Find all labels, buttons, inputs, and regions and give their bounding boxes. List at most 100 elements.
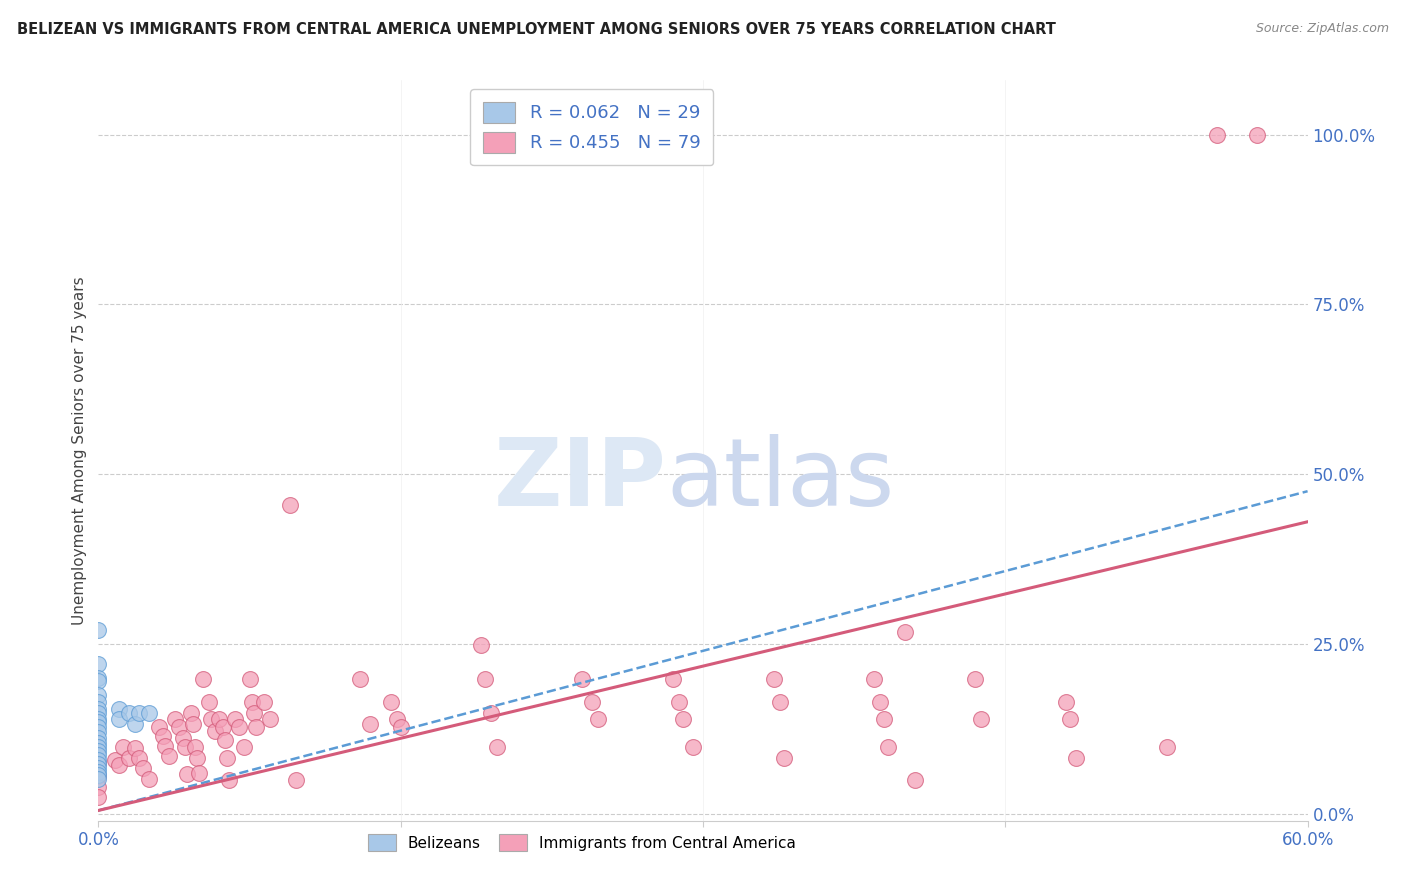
Point [768, 695, 790, 709]
Point [198, 695, 221, 709]
Point [893, 624, 915, 639]
Point [148, 720, 170, 734]
Point [87, 756, 110, 771]
Text: ZIP: ZIP [494, 434, 666, 526]
Point [214, 733, 236, 747]
Point [1246, 128, 1268, 142]
Point [470, 639, 492, 653]
Point [278, 498, 301, 512]
Point [87, 768, 110, 782]
Point [153, 739, 176, 753]
Legend: Belizeans, Immigrants from Central America: Belizeans, Immigrants from Central Ameri… [363, 828, 801, 857]
Point [869, 695, 891, 709]
Y-axis label: Unemployment Among Seniors over 75 years: Unemployment Among Seniors over 75 years [72, 277, 87, 624]
Point [1156, 740, 1178, 755]
Point [284, 772, 307, 787]
Point [87, 770, 110, 784]
Point [87, 674, 110, 689]
Point [1064, 751, 1087, 765]
Point [200, 712, 222, 726]
Point [186, 751, 208, 765]
Point [87, 772, 110, 786]
Point [128, 751, 150, 765]
Point [138, 772, 160, 786]
Point [87, 744, 110, 758]
Point [1206, 128, 1229, 142]
Point [132, 761, 155, 775]
Point [87, 764, 110, 779]
Point [218, 772, 240, 787]
Point [380, 695, 402, 709]
Point [87, 671, 110, 685]
Point [873, 712, 896, 726]
Point [152, 729, 174, 743]
Point [863, 673, 886, 687]
Point [224, 712, 246, 726]
Point [486, 740, 509, 755]
Point [970, 712, 993, 726]
Point [118, 706, 141, 721]
Point [87, 748, 110, 763]
Text: atlas: atlas [666, 434, 896, 526]
Point [157, 749, 180, 764]
Text: BELIZEAN VS IMMIGRANTS FROM CENTRAL AMERICA UNEMPLOYMENT AMONG SENIORS OVER 75 Y: BELIZEAN VS IMMIGRANTS FROM CENTRAL AMER… [17, 22, 1056, 37]
Point [87, 789, 110, 804]
Point [174, 740, 197, 755]
Point [87, 761, 110, 775]
Point [349, 673, 371, 687]
Point [167, 720, 190, 734]
Point [87, 720, 110, 734]
Point [661, 673, 683, 687]
Point [188, 766, 211, 780]
Point [245, 720, 267, 734]
Point [87, 715, 110, 730]
Point [128, 706, 150, 721]
Point [672, 712, 695, 726]
Point [668, 695, 690, 709]
Point [87, 725, 110, 739]
Point [118, 751, 141, 765]
Point [111, 740, 134, 755]
Text: Source: ZipAtlas.com: Source: ZipAtlas.com [1256, 22, 1389, 36]
Point [172, 731, 194, 745]
Point [360, 717, 382, 731]
Point [481, 706, 503, 721]
Point [212, 720, 235, 734]
Point [259, 712, 281, 726]
Point [124, 741, 146, 756]
Point [762, 673, 785, 687]
Point [193, 673, 215, 687]
Point [87, 740, 110, 755]
Point [682, 740, 704, 755]
Point [965, 673, 987, 687]
Point [87, 731, 110, 745]
Point [239, 673, 262, 687]
Point [474, 673, 496, 687]
Point [87, 657, 110, 672]
Point [163, 712, 186, 726]
Point [87, 735, 110, 749]
Point [184, 740, 207, 755]
Point [181, 717, 204, 731]
Point [877, 740, 900, 755]
Point [87, 706, 110, 721]
Point [253, 695, 276, 709]
Point [103, 752, 125, 766]
Point [208, 712, 231, 726]
Point [772, 751, 794, 765]
Point [232, 740, 254, 755]
Point [385, 712, 408, 726]
Point [107, 701, 129, 715]
Point [217, 751, 239, 765]
Point [904, 772, 927, 787]
Point [242, 706, 264, 721]
Point [571, 673, 593, 687]
Point [124, 717, 146, 731]
Point [138, 706, 160, 721]
Point [581, 695, 603, 709]
Point [87, 701, 110, 715]
Point [389, 720, 412, 734]
Point [1054, 695, 1077, 709]
Point [228, 720, 250, 734]
Point [87, 712, 110, 726]
